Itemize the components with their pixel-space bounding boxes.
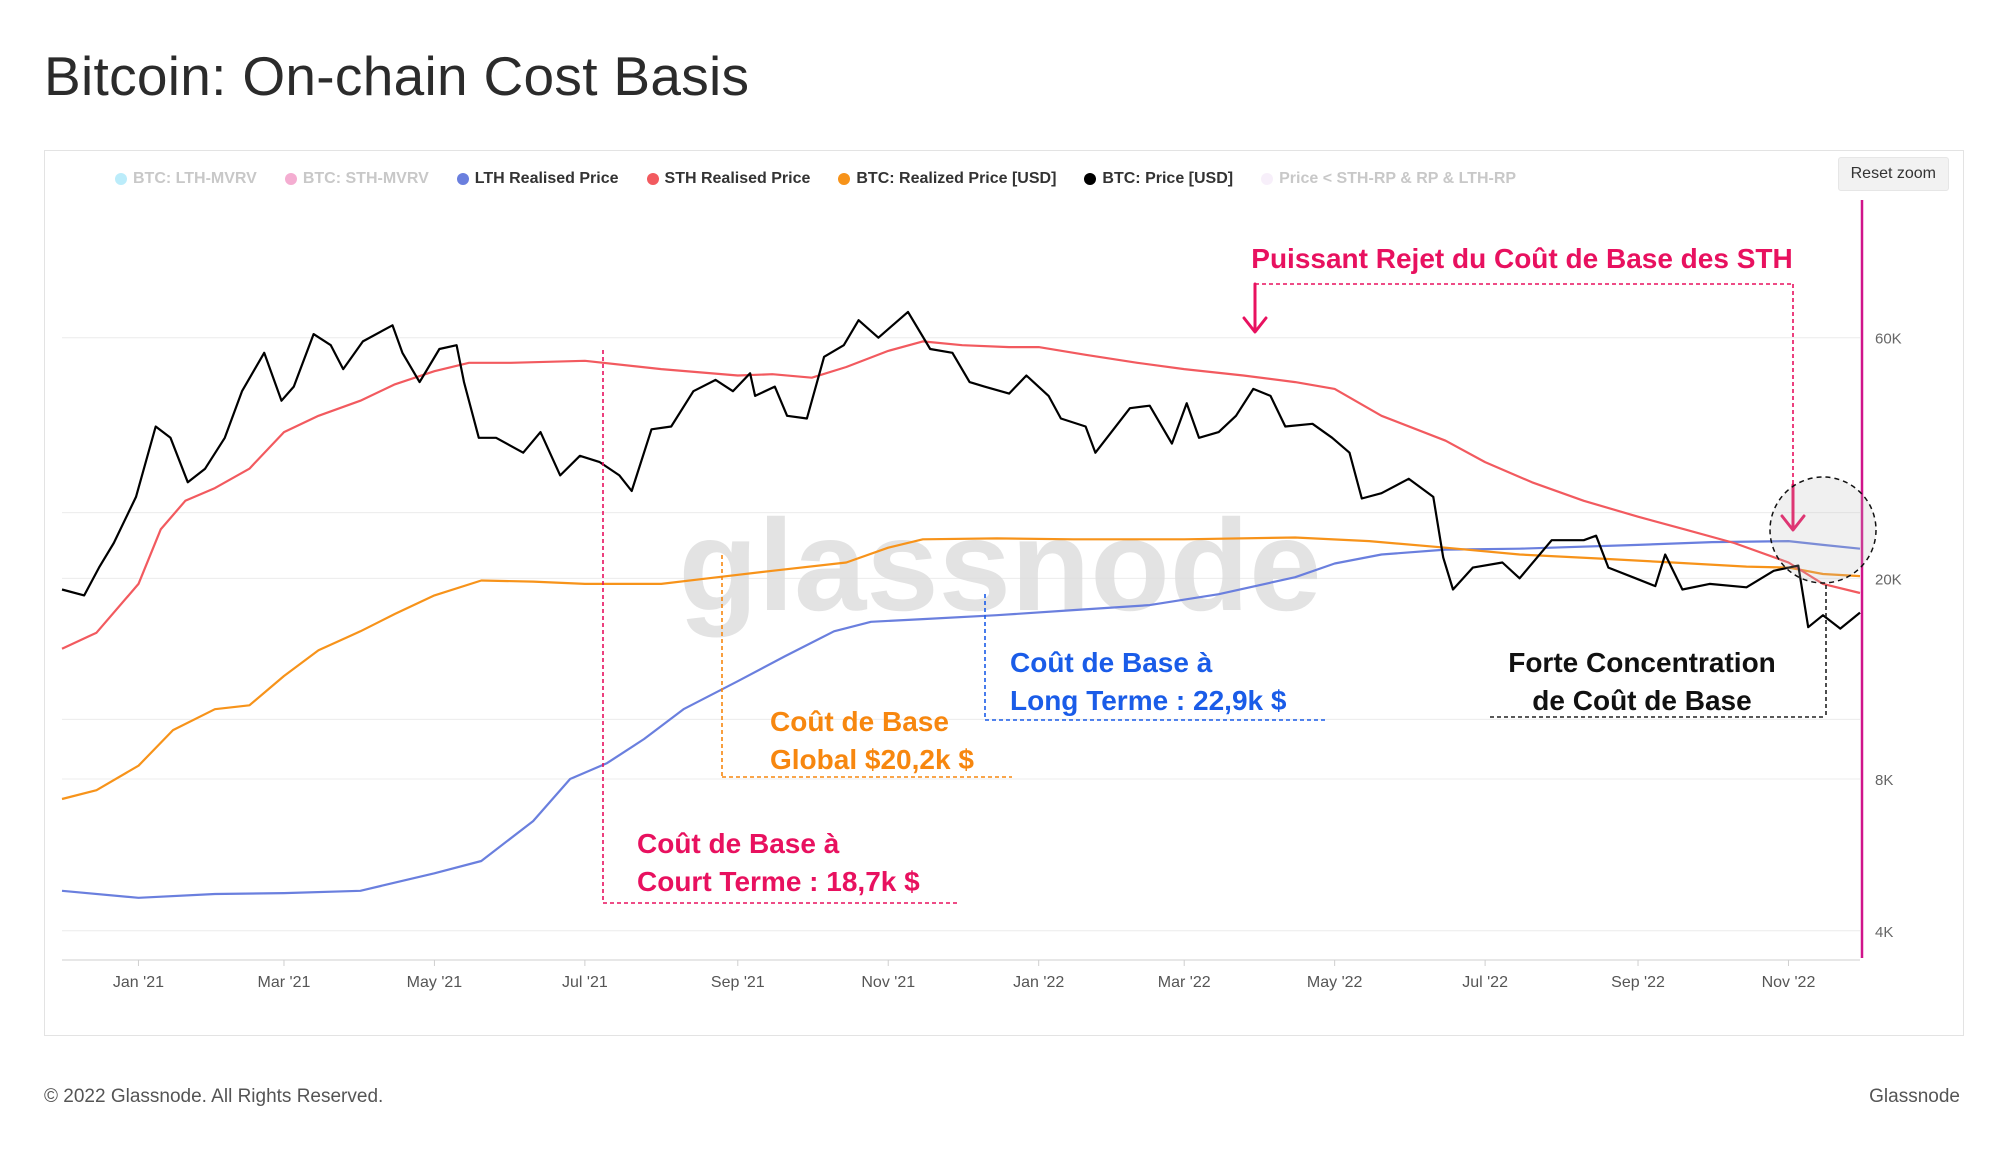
- x-tick-label: Nov '22: [1762, 974, 1816, 991]
- reset-zoom-button[interactable]: Reset zoom: [1837, 157, 1949, 191]
- watermark-text: glassnode: [679, 492, 1322, 638]
- y-tick-label: 4K: [1875, 924, 1893, 941]
- y-tick-label: 60K: [1875, 331, 1902, 348]
- down-arrow-icon: [1242, 282, 1268, 334]
- x-tick-label: Sep '21: [711, 974, 765, 991]
- legend-dot-icon: [115, 173, 127, 185]
- y-tick-label: 20K: [1875, 571, 1902, 588]
- copyright-notice: © 2022 Glassnode. All Rights Reserved.: [44, 1086, 384, 1107]
- legend-label: BTC: Price [USD]: [1102, 170, 1234, 187]
- series-line-lth-realised-price: [61, 540, 1861, 899]
- legend-dot-icon: [1084, 173, 1097, 185]
- chart-container: BTC: LTH-MVRV BTC: STH-MVRV LTH Realised…: [44, 150, 1964, 1036]
- sth-rejection-annotation-text: Puissant Rejet du Coût de Base des STH: [1251, 243, 1792, 274]
- global-annotation-text: Coût de Base: [770, 706, 949, 737]
- x-tick-label: Jul '22: [1462, 974, 1508, 991]
- x-tick-label: Jul '21: [562, 974, 608, 991]
- legend-label: BTC: Realized Price [USD]: [856, 170, 1057, 187]
- lth-annotation-text: Coût de Base à: [1010, 647, 1213, 678]
- legend-item-price-below-cost-basis[interactable]: Price < STH-RP & RP & LTH-RP: [1261, 170, 1516, 188]
- legend-dot-icon: [284, 173, 297, 185]
- x-tick-label: Jan '22: [1013, 974, 1064, 991]
- brand-link[interactable]: Glassnode: [1869, 1086, 1960, 1107]
- legend-label: Price < STH-RP & RP & LTH-RP: [1279, 170, 1517, 187]
- global-annotation-text: Global $20,2k $: [770, 744, 974, 775]
- legend-item-btc-price[interactable]: BTC: Price [USD]: [1084, 170, 1233, 188]
- legend-label: STH Realised Price: [664, 170, 811, 187]
- legend-dot-icon: [838, 173, 851, 185]
- y-tick-label: 8K: [1875, 772, 1893, 789]
- concentration-annotation-text: de Coût de Base: [1532, 685, 1751, 716]
- legend-label: BTC: STH-MVRV: [302, 170, 429, 187]
- legend-item-sth-realised-price[interactable]: STH Realised Price: [646, 170, 811, 188]
- legend-dot-icon: [646, 173, 659, 185]
- page-title: Bitcoin: On-chain Cost Basis: [44, 45, 750, 107]
- x-tick-label: May '21: [407, 974, 463, 991]
- chart-legend: BTC: LTH-MVRV BTC: STH-MVRV LTH Realised…: [115, 167, 1516, 191]
- x-tick-label: Nov '21: [861, 974, 915, 991]
- x-tick-label: Mar '22: [1158, 974, 1211, 991]
- legend-label: LTH Realised Price: [474, 170, 619, 187]
- series-line-realized-price: [61, 536, 1861, 801]
- x-tick-label: Sep '22: [1611, 974, 1665, 991]
- down-arrow-icon: [1780, 483, 1806, 532]
- x-tick-label: May '22: [1307, 974, 1363, 991]
- legend-item-realized-price[interactable]: BTC: Realized Price [USD]: [838, 170, 1056, 188]
- legend-dot-icon: [1261, 173, 1274, 185]
- legend-label: BTC: LTH-MVRV: [133, 170, 257, 187]
- legend-item-sth-mvrv[interactable]: BTC: STH-MVRV: [284, 170, 429, 188]
- lth-annotation-text: Long Terme : 22,9k $: [1010, 685, 1287, 716]
- concentration-highlight-circle: [1769, 476, 1877, 584]
- legend-dot-icon: [456, 173, 469, 185]
- series-line-sth-realised-price: [61, 340, 1861, 650]
- sth-annotation-text: Coût de Base à: [637, 828, 840, 859]
- x-tick-label: Mar '21: [258, 974, 311, 991]
- legend-item-lth-mvrv[interactable]: BTC: LTH-MVRV: [115, 170, 257, 188]
- series-line-btc-price: [61, 310, 1861, 630]
- sth-annotation-text: Court Terme : 18,7k $: [637, 866, 920, 897]
- x-tick-label: Jan '21: [113, 974, 164, 991]
- legend-item-lth-realised-price[interactable]: LTH Realised Price: [456, 170, 619, 188]
- concentration-annotation-text: Forte Concentration: [1508, 647, 1776, 678]
